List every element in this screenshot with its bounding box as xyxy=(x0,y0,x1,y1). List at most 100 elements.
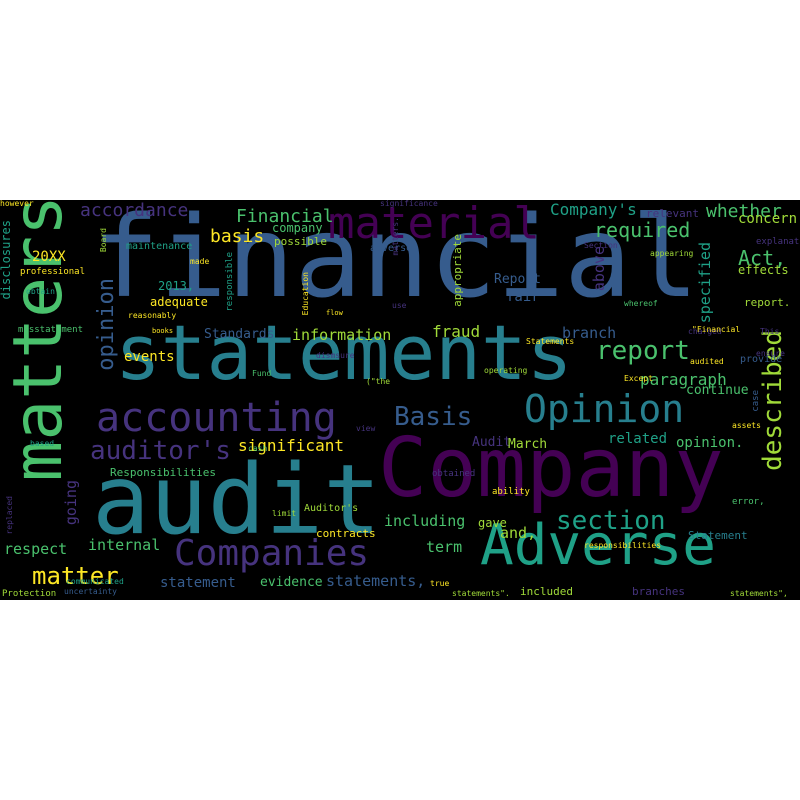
cloud-word: whether xyxy=(706,201,782,222)
cloud-word: professional xyxy=(20,267,86,277)
cloud-word: disclosures xyxy=(0,220,13,300)
cloud-word: Adverse xyxy=(480,513,717,578)
cloud-word: accordance xyxy=(80,200,189,221)
cloud-word: view xyxy=(356,424,376,433)
cloud-word: statements, xyxy=(326,572,426,590)
cloud-word: continue xyxy=(686,383,749,398)
cloud-word: basis xyxy=(210,226,265,247)
cloud-word: statements". xyxy=(452,589,510,598)
cloud-word: accounting xyxy=(96,395,337,441)
cloud-word: ability xyxy=(492,487,530,497)
cloud-word: Financial xyxy=(236,206,334,227)
cloud-word: provide xyxy=(740,354,783,365)
cloud-word: flow xyxy=(326,309,343,317)
cloud-word: appearing xyxy=(650,249,694,258)
cloud-word: included xyxy=(520,585,573,598)
cloud-word: This xyxy=(760,327,780,336)
cloud-word: obtain xyxy=(26,287,55,296)
cloud-word: Section xyxy=(584,241,618,250)
cloud-word: Statement xyxy=(688,529,748,542)
cloud-word: financial xyxy=(92,200,699,323)
cloud-word: opinion. xyxy=(676,435,744,451)
cloud-word: responsible xyxy=(225,252,235,312)
cloud-word: report xyxy=(596,336,690,366)
cloud-word: made xyxy=(190,257,210,266)
cloud-word: internal xyxy=(88,536,161,554)
cloud-word: matters. xyxy=(391,217,400,256)
cloud-word: Responsibilities xyxy=(110,466,216,479)
cloud-word: "Financial xyxy=(692,325,741,334)
cloud-word: term xyxy=(426,538,463,556)
cloud-word: Board xyxy=(99,228,108,253)
cloud-word: Act, xyxy=(738,246,787,270)
cloud-word: Audit xyxy=(472,435,512,450)
cloud-word: required xyxy=(594,218,691,242)
cloud-word: maintenance xyxy=(126,241,193,252)
cloud-word: significant xyxy=(238,436,344,455)
cloud-word: significance xyxy=(380,200,438,208)
cloud-word: 20XX xyxy=(32,249,66,265)
cloud-word: Protection xyxy=(2,589,57,599)
cloud-word: going xyxy=(62,480,80,526)
cloud-word: Basis xyxy=(394,402,473,432)
cloud-word: cash xyxy=(248,444,268,453)
cloud-word: company xyxy=(272,221,323,235)
cloud-word: appropriate xyxy=(451,234,464,307)
cloud-word: 2013, xyxy=(158,279,195,293)
cloud-word: communicated xyxy=(66,577,124,586)
cloud-word: fair xyxy=(506,289,540,305)
cloud-word: gave xyxy=(478,516,507,530)
cloud-word: specified xyxy=(696,242,714,324)
cloud-word: limit xyxy=(272,509,297,518)
cloud-word: possible xyxy=(274,235,327,248)
cloud-word: ("the xyxy=(366,377,391,386)
cloud-word: effects xyxy=(738,263,789,277)
cloud-word: uncertainty xyxy=(64,587,117,596)
cloud-word: including xyxy=(384,512,466,530)
cloud-word: branch xyxy=(562,324,617,342)
cloud-word: statement xyxy=(160,575,236,591)
cloud-word: statements xyxy=(115,308,573,397)
cloud-word: dismsure xyxy=(316,351,355,360)
cloud-word: misstatement xyxy=(18,325,84,335)
cloud-word: error, xyxy=(732,497,765,507)
cloud-word: assets xyxy=(732,421,761,430)
cloud-word: statements", xyxy=(730,589,788,598)
cloud-word: events xyxy=(124,349,175,365)
cloud-word: Report xyxy=(494,272,541,287)
cloud-word: Company xyxy=(378,421,724,516)
cloud-word: report. xyxy=(744,296,791,309)
cloud-word: explanations xyxy=(756,237,800,247)
cloud-word: charged xyxy=(688,327,722,336)
cloud-word: Standards xyxy=(204,327,275,342)
cloud-word: adequate xyxy=(150,295,208,309)
cloud-word: case xyxy=(751,390,761,412)
cloud-word: responsibilities xyxy=(584,541,662,550)
cloud-word: concern xyxy=(738,211,798,227)
cloud-word: ensure xyxy=(756,349,785,358)
cloud-word: Company's xyxy=(550,200,637,219)
cloud-word: relevant xyxy=(646,207,699,220)
cloud-word: however xyxy=(0,200,34,208)
cloud-word: reasonably xyxy=(128,311,177,320)
cloud-word: Education xyxy=(301,272,310,316)
cloud-word: branches xyxy=(632,585,685,598)
cloud-word: operating xyxy=(484,366,528,375)
cloud-word: related xyxy=(608,431,668,447)
cloud-word: contracts xyxy=(316,527,376,540)
cloud-word: whereof xyxy=(624,299,658,308)
cloud-word: obtained xyxy=(432,469,476,479)
cloud-word: true xyxy=(430,579,450,588)
cloud-word: material xyxy=(328,200,540,249)
cloud-word: audit xyxy=(92,444,381,556)
cloud-word: matter xyxy=(32,562,119,590)
word-cloud: financial statements Company audit matters Ad… xyxy=(0,200,800,600)
cloud-word: Statements xyxy=(526,337,575,346)
cloud-word: Opinion xyxy=(524,387,685,431)
cloud-word: and, xyxy=(500,524,537,542)
cloud-word: information xyxy=(292,326,392,344)
cloud-word: opinion xyxy=(94,278,119,371)
cloud-word: fraud xyxy=(432,322,481,341)
cloud-word: respect xyxy=(4,540,68,558)
cloud-word: auditor's xyxy=(90,436,231,466)
